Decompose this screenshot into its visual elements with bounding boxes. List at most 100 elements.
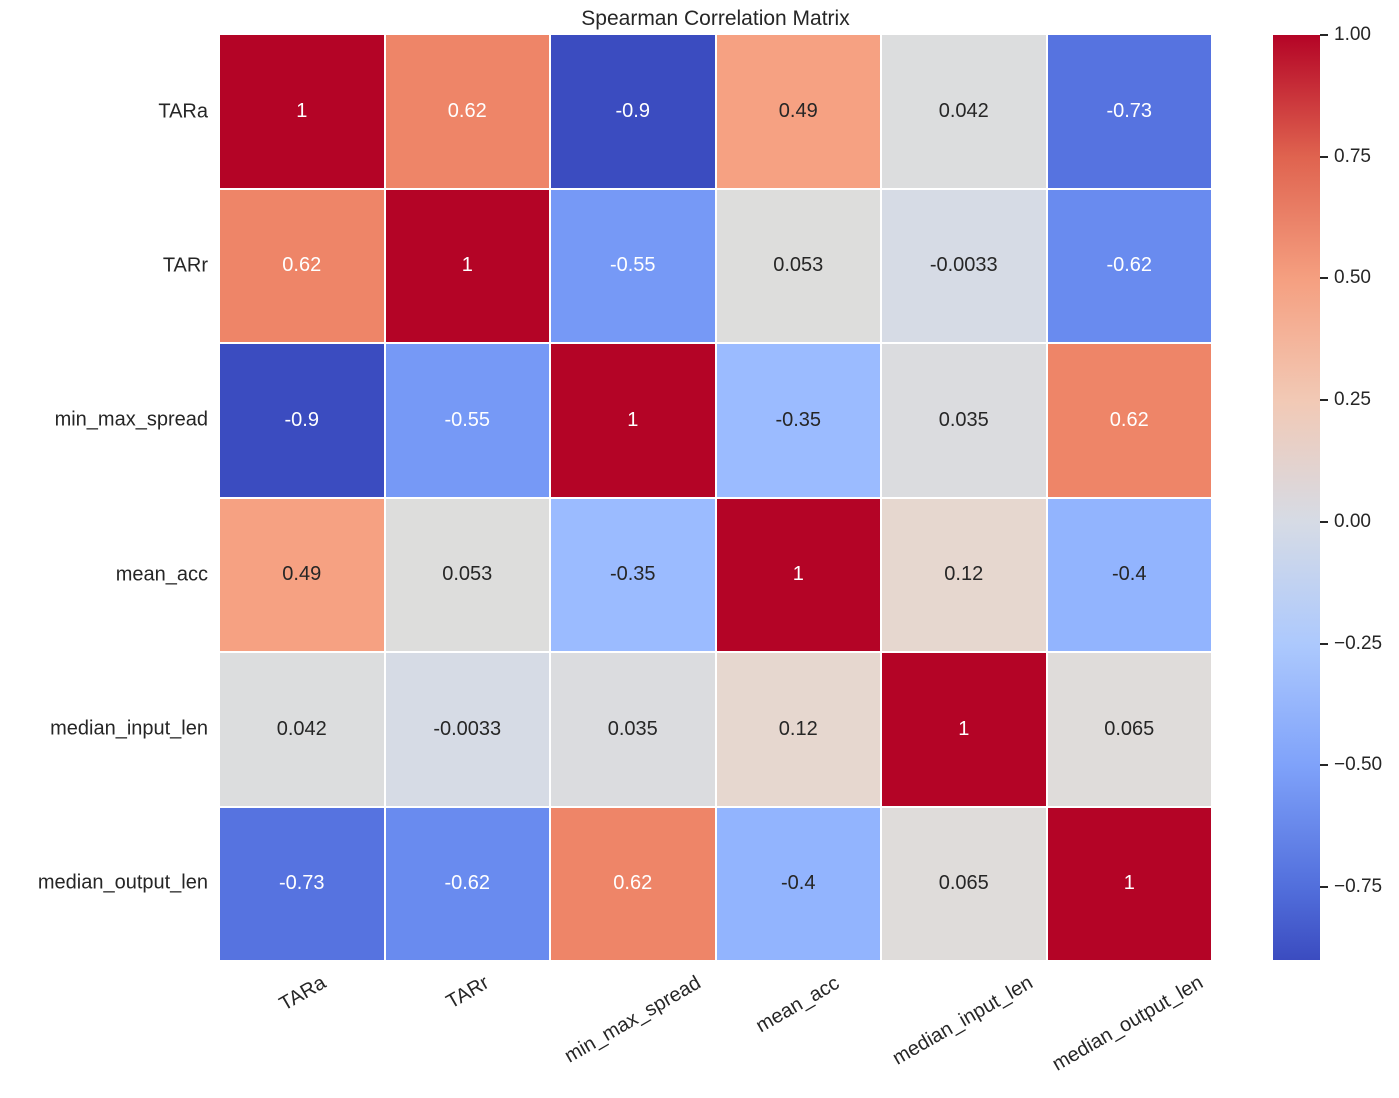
colorbar-tick-mark: [1320, 34, 1328, 36]
heatmap-cell: -0.73: [220, 807, 384, 960]
cell-value: -0.55: [444, 408, 491, 431]
cell-value: 0.62: [613, 872, 653, 895]
cell-value: -0.55: [609, 254, 656, 277]
colorbar-tick-mark: [1320, 277, 1328, 280]
heatmap-cell: 0.065: [1047, 653, 1211, 806]
cell-value: 1: [296, 99, 308, 122]
heatmap-cell: 0.62: [1047, 344, 1211, 497]
heatmap-cell: 0.12: [716, 653, 880, 806]
heatmap-cell: 0.62: [385, 35, 549, 188]
cell-value: -0.9: [284, 408, 319, 431]
cell-value: -0.62: [1106, 254, 1153, 277]
colorbar-tick-mark: [1320, 642, 1328, 645]
cell-value: 0.042: [276, 717, 327, 740]
heatmap-cell: 1: [220, 35, 384, 188]
cell-value: -0.0033: [433, 717, 502, 740]
heatmap-cell: 0.12: [882, 498, 1046, 651]
cell-value: 0.035: [607, 717, 658, 740]
cell-value: 0.62: [282, 254, 322, 277]
x-tick-label: mean_acc: [752, 971, 844, 1038]
heatmap-cell: -0.55: [551, 189, 715, 342]
cell-value: -0.73: [278, 872, 325, 895]
cell-value: -0.4: [781, 872, 816, 895]
heatmap-cell: -0.73: [1047, 35, 1211, 188]
cell-value: 0.62: [1109, 408, 1149, 431]
colorbar-tick-label: −0.25: [1334, 632, 1383, 654]
cell-value: 0.49: [282, 563, 322, 586]
colorbar-tick-mark: [1320, 764, 1328, 767]
cell-value: 1: [461, 254, 473, 277]
x-tick-label: median_output_len: [1048, 971, 1208, 1077]
x-tick-label: TARr: [442, 971, 493, 1014]
y-tick-label: median_input_len: [50, 717, 208, 740]
cell-value: 1: [627, 408, 639, 431]
heatmap-cell: -0.62: [1047, 189, 1211, 342]
colorbar-tick-label: −0.75: [1334, 875, 1383, 897]
heatmap-cell: 0.62: [220, 189, 384, 342]
cell-value: 0.035: [938, 408, 989, 431]
cell-value: 1: [1123, 872, 1135, 895]
cell-value: 0.065: [938, 872, 989, 895]
heatmap-cell: -0.35: [716, 344, 880, 497]
heatmap-cell: 0.065: [882, 807, 1046, 960]
cell-value: 1: [792, 563, 804, 586]
heatmap-cell: -0.0033: [882, 189, 1046, 342]
x-tick-label: TARa: [275, 972, 330, 1016]
colorbar-tick-label: 0.75: [1334, 145, 1371, 167]
cell-value: -0.9: [615, 99, 650, 122]
heatmap-cell: 0.49: [716, 35, 880, 188]
cell-value: 0.042: [938, 99, 989, 122]
cell-value: 0.053: [773, 254, 824, 277]
cell-value: 0.12: [944, 563, 984, 586]
y-tick-label: TARr: [162, 254, 208, 277]
colorbar-tick-mark: [1320, 155, 1328, 158]
heatmap-cell: 1: [1047, 807, 1211, 960]
colorbar-tick-mark: [1320, 520, 1328, 523]
colorbar-tick-mark: [1320, 885, 1328, 888]
cell-value: 1: [958, 717, 970, 740]
colorbar-tick-label: 1.00: [1334, 24, 1371, 45]
colorbar-tick-mark: [1320, 399, 1328, 402]
y-tick-label: TARa: [158, 100, 208, 123]
heatmap-cell: 1: [551, 344, 715, 497]
cell-value: 0.62: [447, 99, 487, 122]
heatmap-cell: 1: [385, 189, 549, 342]
cell-value: 0.12: [778, 717, 818, 740]
cell-value: -0.35: [609, 563, 656, 586]
heatmap-cell: 0.62: [551, 807, 715, 960]
heatmap-cell: -0.0033: [385, 653, 549, 806]
x-tick-label: median_input_len: [889, 972, 1037, 1071]
heatmap-cell: -0.62: [385, 807, 549, 960]
colorbar-gradient: [1273, 35, 1320, 960]
heatmap-cell: -0.4: [1047, 498, 1211, 651]
colorbar-tick-label: 0.50: [1334, 267, 1371, 289]
cell-value: -0.0033: [929, 254, 998, 277]
heatmap-cell: -0.4: [716, 807, 880, 960]
y-tick-label: median_output_len: [37, 871, 208, 894]
x-tick-label: min_max_spread: [560, 971, 705, 1068]
heatmap-cell: -0.9: [551, 35, 715, 188]
heatmap-cell: 0.042: [220, 653, 384, 806]
cell-value: -0.4: [1112, 563, 1147, 586]
heatmap-cell: 0.053: [385, 498, 549, 651]
heatmap-cell: -0.9: [220, 344, 384, 497]
heatmap-cell: 0.035: [551, 653, 715, 806]
heatmap-cell: 0.042: [882, 35, 1046, 188]
cell-value: 0.065: [1104, 717, 1155, 740]
y-tick-label: mean_acc: [115, 563, 208, 586]
heatmap-cell: -0.55: [385, 344, 549, 497]
cell-value: 0.053: [442, 563, 493, 586]
heatmap-cell: 0.49: [220, 498, 384, 651]
heatmap-cell: 1: [882, 653, 1046, 806]
colorbar-tick-label: 0.00: [1334, 510, 1371, 532]
colorbar-tick-label: 0.25: [1334, 389, 1371, 411]
heatmap-cell: 0.035: [882, 344, 1046, 497]
cell-value: 0.49: [778, 99, 818, 122]
heatmap-cell: 1: [716, 498, 880, 651]
cell-value: -0.73: [1106, 99, 1153, 122]
chart-title: Spearman Correlation Matrix: [581, 7, 850, 30]
colorbar-tick-label: −0.50: [1334, 754, 1383, 776]
cell-value: -0.35: [775, 408, 822, 431]
heatmap-cell: 0.053: [716, 189, 880, 342]
